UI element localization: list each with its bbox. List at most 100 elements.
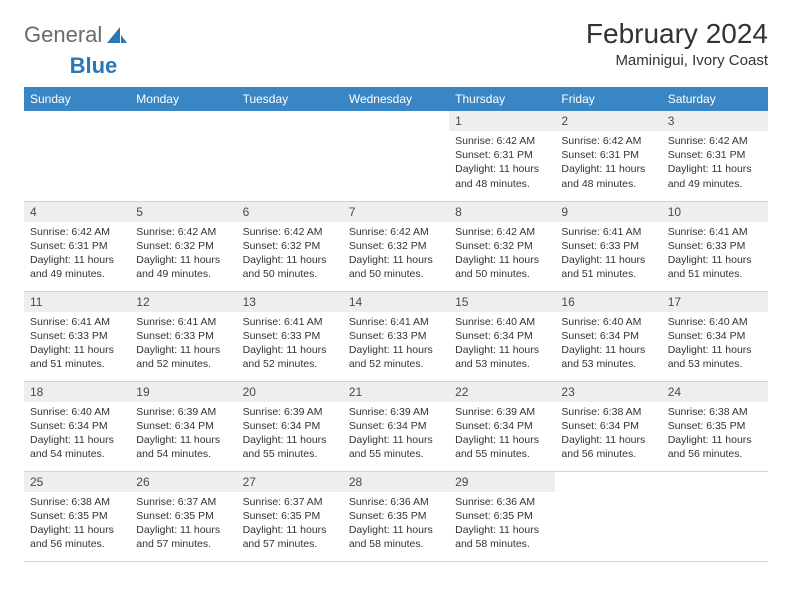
day-number: 10 (662, 202, 768, 222)
day-number: 1 (449, 111, 555, 131)
brand-line2-wrap: GenBlue (28, 53, 128, 79)
calendar-day-cell: 6Sunrise: 6:42 AMSunset: 6:32 PMDaylight… (237, 201, 343, 291)
brand-logo: General (24, 18, 128, 48)
day-details: Sunrise: 6:41 AMSunset: 6:33 PMDaylight:… (343, 312, 449, 378)
calendar-day-cell: 21Sunrise: 6:39 AMSunset: 6:34 PMDayligh… (343, 381, 449, 471)
day-number: 3 (662, 111, 768, 131)
day-number: 26 (130, 472, 236, 492)
calendar-day-cell: 10Sunrise: 6:41 AMSunset: 6:33 PMDayligh… (662, 201, 768, 291)
calendar-day-cell: 8Sunrise: 6:42 AMSunset: 6:32 PMDaylight… (449, 201, 555, 291)
calendar-day-cell (24, 111, 130, 201)
day-details: Sunrise: 6:37 AMSunset: 6:35 PMDaylight:… (237, 492, 343, 558)
calendar-day-cell: 5Sunrise: 6:42 AMSunset: 6:32 PMDaylight… (130, 201, 236, 291)
brand-part2: Blue (70, 53, 118, 78)
calendar-day-cell: 1Sunrise: 6:42 AMSunset: 6:31 PMDaylight… (449, 111, 555, 201)
day-number: 14 (343, 292, 449, 312)
day-details: Sunrise: 6:40 AMSunset: 6:34 PMDaylight:… (662, 312, 768, 378)
day-details: Sunrise: 6:42 AMSunset: 6:31 PMDaylight:… (662, 131, 768, 197)
calendar-day-cell: 23Sunrise: 6:38 AMSunset: 6:34 PMDayligh… (555, 381, 661, 471)
day-details: Sunrise: 6:42 AMSunset: 6:31 PMDaylight:… (555, 131, 661, 197)
day-number: 12 (130, 292, 236, 312)
day-number: 19 (130, 382, 236, 402)
calendar-day-cell: 26Sunrise: 6:37 AMSunset: 6:35 PMDayligh… (130, 471, 236, 561)
calendar-day-cell: 2Sunrise: 6:42 AMSunset: 6:31 PMDaylight… (555, 111, 661, 201)
day-number: 27 (237, 472, 343, 492)
calendar-day-cell: 19Sunrise: 6:39 AMSunset: 6:34 PMDayligh… (130, 381, 236, 471)
day-number: 29 (449, 472, 555, 492)
day-details: Sunrise: 6:36 AMSunset: 6:35 PMDaylight:… (449, 492, 555, 558)
day-number: 25 (24, 472, 130, 492)
month-title: February 2024 (586, 18, 768, 50)
day-number: 16 (555, 292, 661, 312)
day-details: Sunrise: 6:37 AMSunset: 6:35 PMDaylight:… (130, 492, 236, 558)
day-details: Sunrise: 6:40 AMSunset: 6:34 PMDaylight:… (24, 402, 130, 468)
sail-icon (106, 25, 128, 45)
calendar-day-cell (237, 111, 343, 201)
day-number: 9 (555, 202, 661, 222)
calendar-head: SundayMondayTuesdayWednesdayThursdayFrid… (24, 87, 768, 111)
day-details: Sunrise: 6:36 AMSunset: 6:35 PMDaylight:… (343, 492, 449, 558)
calendar-day-cell (662, 471, 768, 561)
calendar-day-cell: 22Sunrise: 6:39 AMSunset: 6:34 PMDayligh… (449, 381, 555, 471)
day-details: Sunrise: 6:42 AMSunset: 6:32 PMDaylight:… (237, 222, 343, 288)
day-details: Sunrise: 6:38 AMSunset: 6:35 PMDaylight:… (24, 492, 130, 558)
calendar-day-cell: 24Sunrise: 6:38 AMSunset: 6:35 PMDayligh… (662, 381, 768, 471)
day-number: 28 (343, 472, 449, 492)
calendar-day-cell: 17Sunrise: 6:40 AMSunset: 6:34 PMDayligh… (662, 291, 768, 381)
brand-part1: General (24, 22, 102, 48)
day-number: 21 (343, 382, 449, 402)
calendar-day-cell: 28Sunrise: 6:36 AMSunset: 6:35 PMDayligh… (343, 471, 449, 561)
weekday-header: Saturday (662, 87, 768, 111)
calendar-day-cell (555, 471, 661, 561)
day-details: Sunrise: 6:39 AMSunset: 6:34 PMDaylight:… (449, 402, 555, 468)
calendar-day-cell: 14Sunrise: 6:41 AMSunset: 6:33 PMDayligh… (343, 291, 449, 381)
calendar-day-cell: 29Sunrise: 6:36 AMSunset: 6:35 PMDayligh… (449, 471, 555, 561)
day-details: Sunrise: 6:38 AMSunset: 6:35 PMDaylight:… (662, 402, 768, 468)
day-number: 13 (237, 292, 343, 312)
calendar-day-cell: 13Sunrise: 6:41 AMSunset: 6:33 PMDayligh… (237, 291, 343, 381)
day-details: Sunrise: 6:39 AMSunset: 6:34 PMDaylight:… (237, 402, 343, 468)
calendar-day-cell: 16Sunrise: 6:40 AMSunset: 6:34 PMDayligh… (555, 291, 661, 381)
day-details: Sunrise: 6:42 AMSunset: 6:32 PMDaylight:… (449, 222, 555, 288)
day-number: 23 (555, 382, 661, 402)
calendar-week-row: 4Sunrise: 6:42 AMSunset: 6:31 PMDaylight… (24, 201, 768, 291)
day-details: Sunrise: 6:41 AMSunset: 6:33 PMDaylight:… (555, 222, 661, 288)
day-number: 24 (662, 382, 768, 402)
day-details: Sunrise: 6:39 AMSunset: 6:34 PMDaylight:… (343, 402, 449, 468)
day-details: Sunrise: 6:41 AMSunset: 6:33 PMDaylight:… (24, 312, 130, 378)
calendar-day-cell: 20Sunrise: 6:39 AMSunset: 6:34 PMDayligh… (237, 381, 343, 471)
calendar-day-cell: 12Sunrise: 6:41 AMSunset: 6:33 PMDayligh… (130, 291, 236, 381)
location: Maminigui, Ivory Coast (586, 52, 768, 69)
day-details: Sunrise: 6:38 AMSunset: 6:34 PMDaylight:… (555, 402, 661, 468)
weekday-header: Tuesday (237, 87, 343, 111)
weekday-header: Thursday (449, 87, 555, 111)
weekday-header: Monday (130, 87, 236, 111)
calendar-week-row: 18Sunrise: 6:40 AMSunset: 6:34 PMDayligh… (24, 381, 768, 471)
day-number: 17 (662, 292, 768, 312)
header: General February 2024 Maminigui, Ivory C… (24, 18, 768, 69)
calendar-day-cell: 11Sunrise: 6:41 AMSunset: 6:33 PMDayligh… (24, 291, 130, 381)
weekday-header: Wednesday (343, 87, 449, 111)
calendar-day-cell: 15Sunrise: 6:40 AMSunset: 6:34 PMDayligh… (449, 291, 555, 381)
day-number: 11 (24, 292, 130, 312)
title-block: February 2024 Maminigui, Ivory Coast (586, 18, 768, 69)
day-details: Sunrise: 6:39 AMSunset: 6:34 PMDaylight:… (130, 402, 236, 468)
day-details: Sunrise: 6:40 AMSunset: 6:34 PMDaylight:… (449, 312, 555, 378)
calendar-day-cell: 7Sunrise: 6:42 AMSunset: 6:32 PMDaylight… (343, 201, 449, 291)
day-number: 8 (449, 202, 555, 222)
calendar-day-cell: 18Sunrise: 6:40 AMSunset: 6:34 PMDayligh… (24, 381, 130, 471)
calendar-day-cell: 27Sunrise: 6:37 AMSunset: 6:35 PMDayligh… (237, 471, 343, 561)
day-details: Sunrise: 6:41 AMSunset: 6:33 PMDaylight:… (130, 312, 236, 378)
day-details: Sunrise: 6:42 AMSunset: 6:31 PMDaylight:… (24, 222, 130, 288)
calendar-day-cell (343, 111, 449, 201)
weekday-row: SundayMondayTuesdayWednesdayThursdayFrid… (24, 87, 768, 111)
day-number: 15 (449, 292, 555, 312)
day-number: 18 (24, 382, 130, 402)
day-details: Sunrise: 6:41 AMSunset: 6:33 PMDaylight:… (237, 312, 343, 378)
calendar-day-cell: 3Sunrise: 6:42 AMSunset: 6:31 PMDaylight… (662, 111, 768, 201)
day-details: Sunrise: 6:40 AMSunset: 6:34 PMDaylight:… (555, 312, 661, 378)
day-details: Sunrise: 6:41 AMSunset: 6:33 PMDaylight:… (662, 222, 768, 288)
day-number: 5 (130, 202, 236, 222)
day-number: 20 (237, 382, 343, 402)
weekday-header: Sunday (24, 87, 130, 111)
